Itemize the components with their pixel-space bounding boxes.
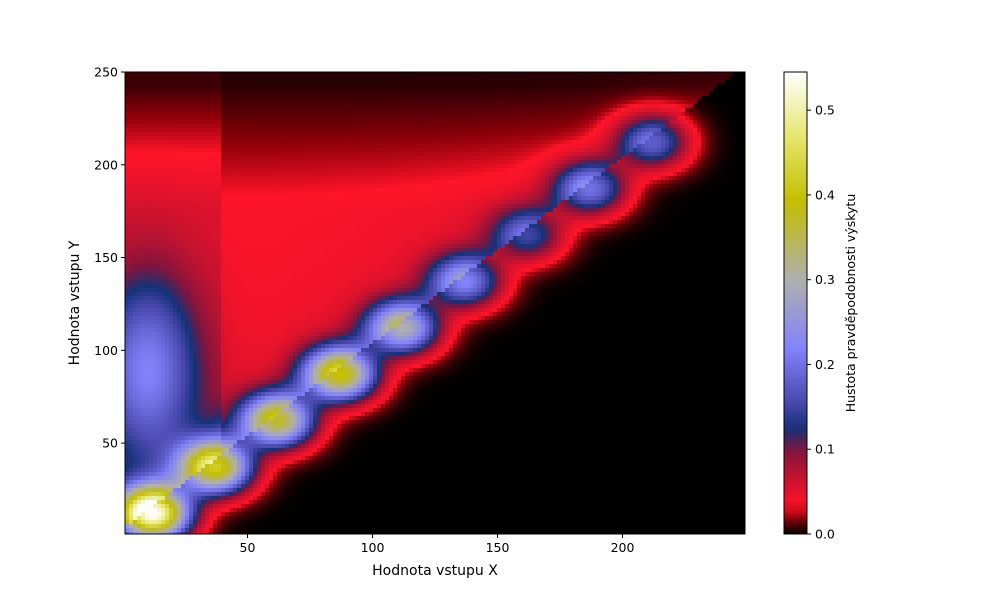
colorbar (784, 72, 807, 534)
colorbar-tick-label: 0.4 (815, 187, 835, 202)
x-axis: 50 100 150 200 (240, 534, 635, 555)
colorbar-tick-label: 0.1 (815, 442, 835, 457)
x-tick-label: 100 (361, 540, 385, 555)
heatmap-image (125, 72, 746, 537)
x-tick-label: 50 (240, 540, 256, 555)
colorbar-axis: 0.0 0.1 0.2 0.3 0.4 0.5 (807, 103, 835, 542)
y-tick-label: 100 (94, 343, 118, 358)
y-tick-label: 200 (94, 157, 118, 172)
y-axis: 50 100 150 200 250 (94, 65, 125, 451)
y-tick-label: 150 (94, 250, 118, 265)
y-tick-label: 50 (102, 436, 118, 451)
colorbar-label: Hustota pravděpodobnosti výskytu (843, 194, 858, 413)
x-tick-label: 200 (611, 540, 635, 555)
x-tick-label: 150 (486, 540, 510, 555)
colorbar-tick-label: 0.0 (815, 527, 835, 542)
x-axis-label: Hodnota vstupu X (372, 563, 498, 579)
colorbar-tick-label: 0.3 (815, 272, 835, 287)
colorbar-tick-label: 0.2 (815, 357, 835, 372)
y-tick-label: 250 (94, 65, 118, 80)
y-axis-label: Hodnota vstupu Y (67, 240, 83, 365)
colorbar-tick-label: 0.5 (815, 103, 835, 118)
